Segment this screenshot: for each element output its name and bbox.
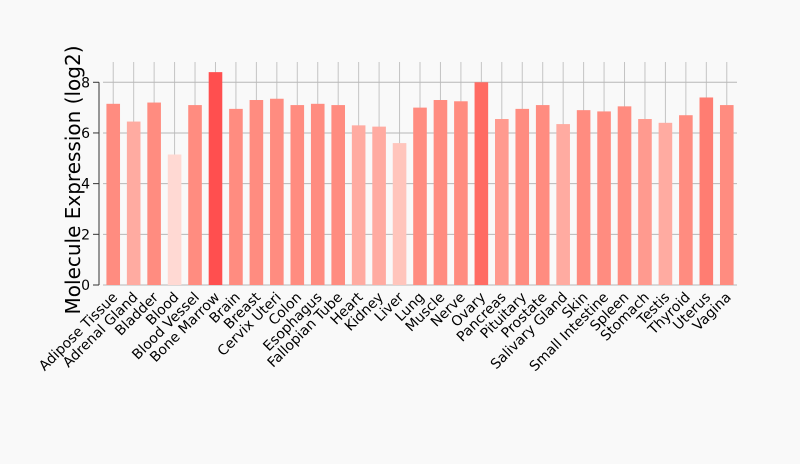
bar — [147, 102, 161, 285]
bar — [454, 101, 468, 285]
bars — [106, 72, 734, 286]
y-tick-label: 8 — [81, 75, 90, 91]
bar — [208, 72, 223, 286]
y-tick-label: 0 — [81, 278, 90, 294]
y-axis: 0 2 4 6 8 — [81, 75, 100, 294]
bar — [310, 103, 325, 285]
bar — [576, 110, 591, 285]
y-tick-label: 2 — [81, 227, 90, 243]
bar — [597, 111, 611, 286]
bar — [372, 126, 386, 285]
bar — [556, 124, 570, 285]
bar — [167, 154, 182, 285]
bar — [249, 100, 264, 286]
bar — [433, 100, 448, 286]
bar — [413, 107, 427, 285]
bar — [474, 82, 489, 285]
y-tick-label: 6 — [81, 126, 90, 142]
bar — [188, 105, 202, 285]
bar — [290, 105, 305, 285]
bar — [270, 98, 284, 285]
bar — [126, 121, 141, 285]
bar — [679, 115, 693, 285]
bar — [699, 97, 714, 286]
bar — [106, 103, 121, 285]
bar — [351, 125, 366, 286]
bar — [229, 108, 243, 286]
bar — [658, 122, 673, 286]
bar — [515, 108, 530, 286]
bar — [617, 106, 632, 285]
y-tick-label: 4 — [81, 177, 90, 193]
bar — [719, 105, 734, 285]
y-axis-title: Molecule Expression (log2) — [61, 46, 85, 315]
bar — [392, 143, 407, 285]
bar — [495, 119, 509, 285]
bar — [638, 119, 652, 285]
bar — [331, 105, 345, 285]
bar — [535, 105, 550, 285]
